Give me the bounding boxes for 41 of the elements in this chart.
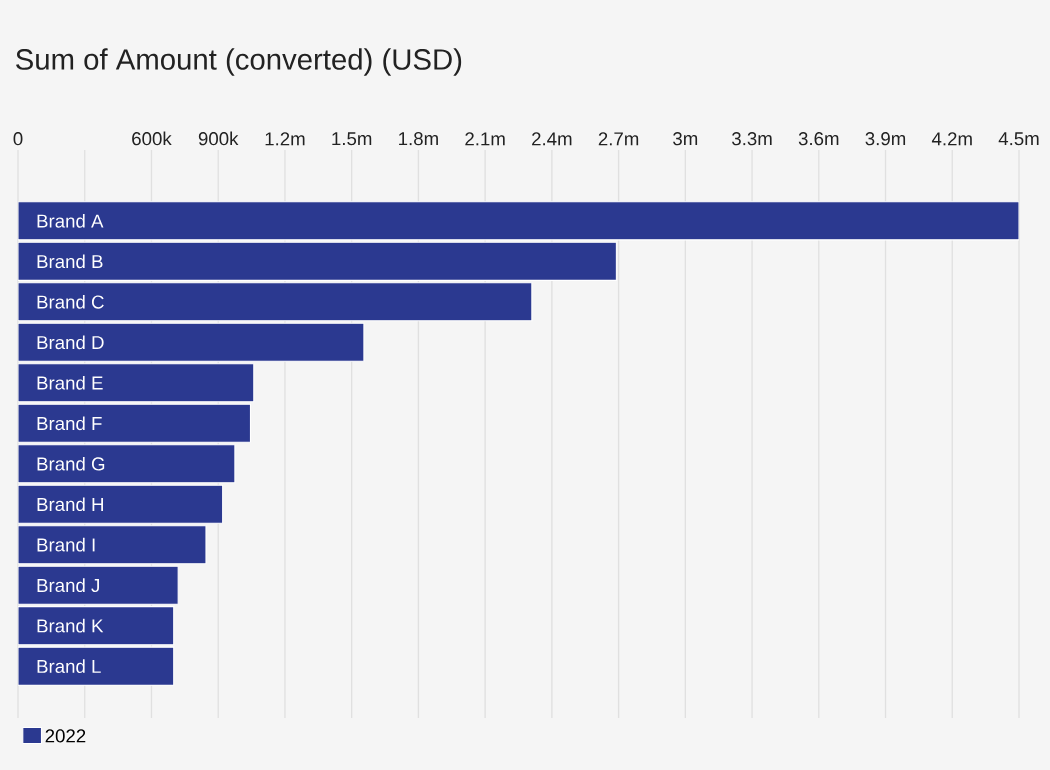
y-tick-label: Brand L [37, 659, 101, 674]
x-tick-label: 600k [132, 131, 172, 146]
x-tick-label: 2.1m [465, 132, 505, 146]
x-tick-label: 1.2m [265, 132, 305, 146]
bar [18, 646, 175, 686]
bar [18, 241, 617, 281]
x-tick-label: 4.5m [998, 132, 1039, 146]
x-tick-label: 3m [673, 132, 698, 146]
legend-label: 2022 [45, 729, 86, 743]
bar [18, 525, 207, 565]
bar [18, 444, 236, 484]
x-tick-label: 0 [13, 132, 23, 146]
y-tick-label: Brand K [37, 618, 104, 633]
bar [18, 565, 179, 605]
chart-title: Sum of Amount (converted) (USD) [16, 48, 462, 76]
x-tick-label: 1.5m [332, 132, 372, 146]
y-tick-label: Brand H [37, 497, 103, 512]
y-tick-label: Brand G [37, 456, 105, 471]
bar [18, 322, 365, 362]
bar [18, 403, 251, 443]
x-tick-label: 1.8m [399, 132, 438, 146]
bar [18, 606, 175, 646]
bar [18, 282, 533, 322]
y-tick-label: Brand F [37, 416, 102, 431]
y-tick-label: Brand A [37, 213, 104, 228]
x-tick-label: 2.7m [598, 132, 639, 146]
y-tick-label: Brand D [37, 335, 104, 350]
x-tick-label: 900k [198, 131, 239, 146]
y-tick-label: Brand I [37, 537, 95, 552]
bar [18, 484, 224, 524]
y-tick-label: Brand E [37, 375, 103, 390]
y-tick-label: Brand C [37, 294, 104, 309]
x-tick-label: 4.2m [931, 132, 972, 146]
x-tick-label: 3.6m [798, 132, 839, 146]
bar [18, 363, 255, 403]
x-tick-label: 3.3m [732, 132, 772, 146]
y-tick-label: Brand J [37, 578, 99, 593]
bar [18, 201, 1019, 240]
x-tick-label: 3.9m [865, 132, 906, 146]
y-tick-label: Brand B [37, 254, 103, 269]
x-tick-label: 2.4m [532, 132, 572, 146]
